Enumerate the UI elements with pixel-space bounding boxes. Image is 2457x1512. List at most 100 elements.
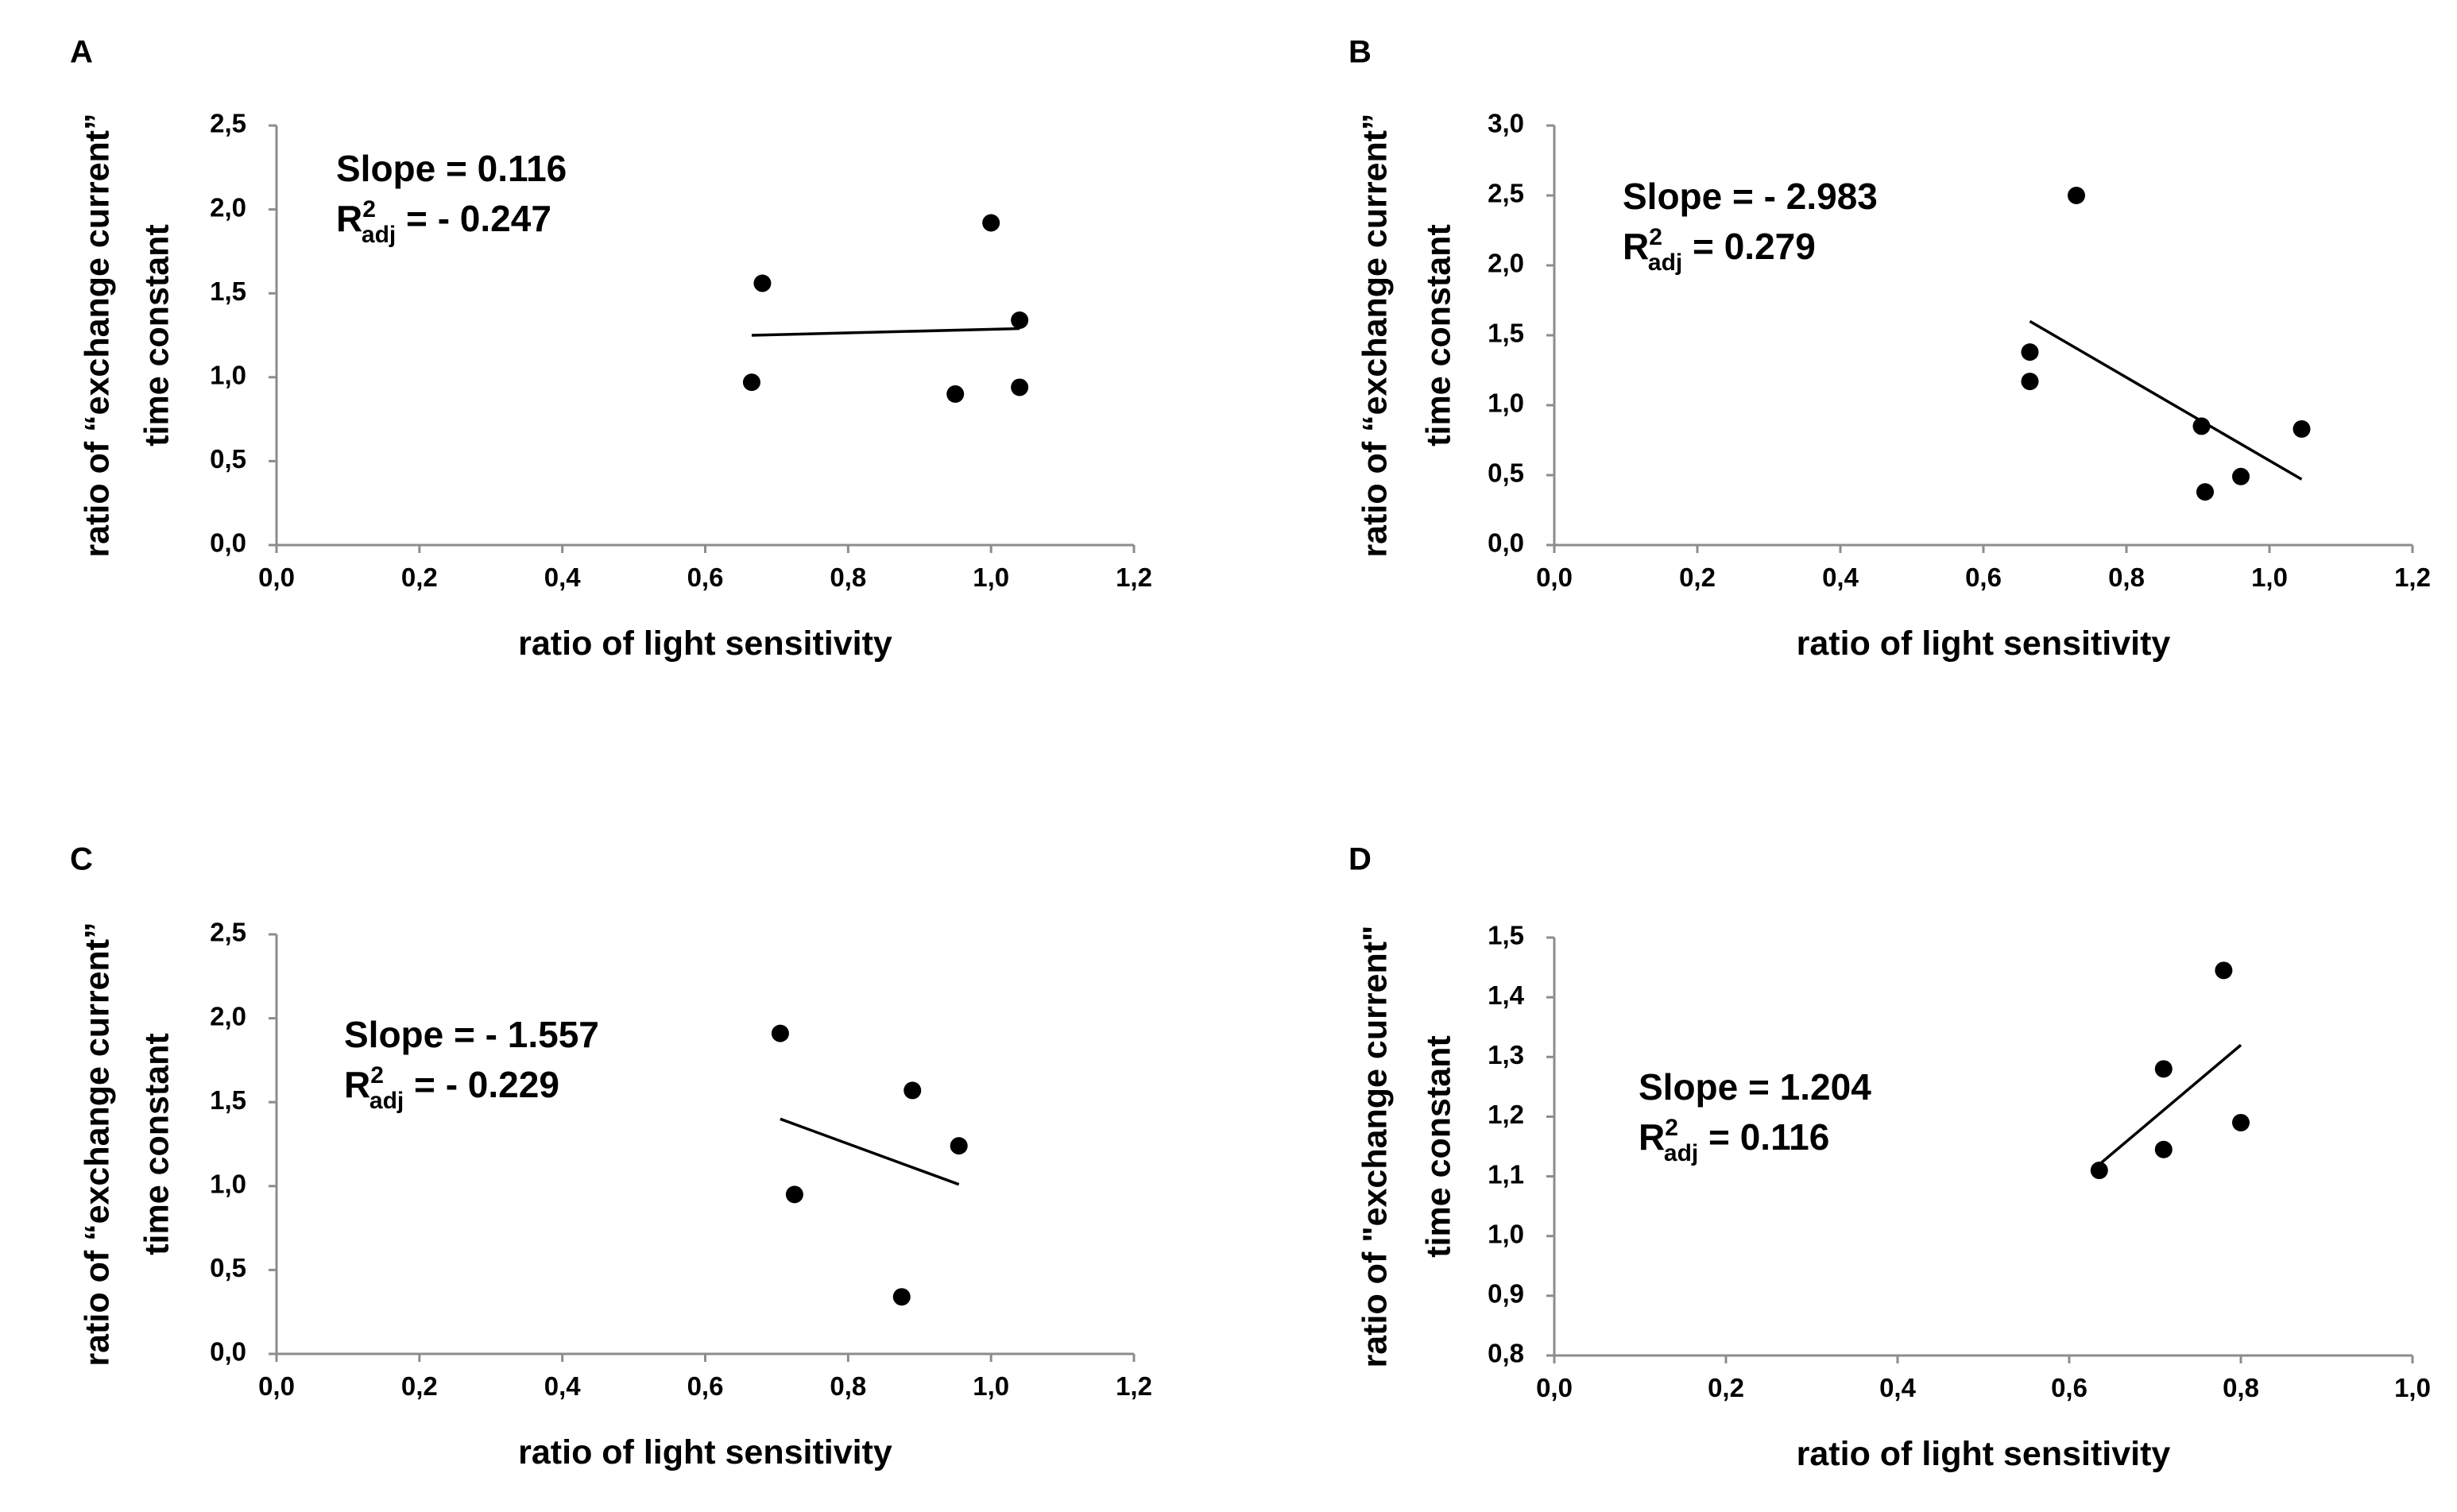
data-point bbox=[2021, 373, 2039, 391]
y-tick-label: 0,8 bbox=[1488, 1339, 1524, 1368]
r2-annotation: R2 adj = - 0.247 bbox=[336, 196, 551, 248]
x-tick-label: 0,8 bbox=[830, 1371, 866, 1401]
r2-value: = 0.116 bbox=[1698, 1116, 1829, 1158]
x-tick-label: 0,2 bbox=[1708, 1373, 1744, 1402]
x-tick-label: 0,0 bbox=[1536, 1373, 1573, 1402]
r2-subscript: adj bbox=[1664, 1140, 1698, 1166]
r2-main: R bbox=[1639, 1116, 1665, 1158]
trend-line bbox=[780, 1117, 960, 1186]
y-tick-label: 2,5 bbox=[210, 918, 246, 947]
x-tick-label: 0,8 bbox=[2108, 563, 2145, 592]
r2-subscript: adj bbox=[362, 222, 396, 248]
y-tick-label: 2,5 bbox=[210, 109, 246, 138]
data-point bbox=[2154, 1140, 2173, 1158]
r2-main: R bbox=[336, 198, 362, 239]
y-tick-label: 0,0 bbox=[210, 1337, 246, 1367]
x-tick-label: 0,4 bbox=[1822, 563, 1859, 592]
data-point bbox=[2090, 1162, 2108, 1180]
y-tick-label: 1,0 bbox=[1488, 389, 1524, 418]
panel-c: C 0,0 0,2 0,4 0,6 0,8 1,0 1,2 0,0 0,5 1,0 1,5 2,0 2,5… bbox=[70, 842, 1152, 1471]
r2-annotation: R2 adj = 0.279 bbox=[1623, 224, 1816, 276]
x-tick-label: 0,6 bbox=[687, 1371, 724, 1401]
y-tick-label: 1,5 bbox=[210, 1085, 246, 1115]
x-tick-label: 0,4 bbox=[1879, 1373, 1917, 1402]
x-tick-label: 1,2 bbox=[2394, 563, 2431, 592]
data-point bbox=[2232, 1113, 2250, 1131]
panel-label: A bbox=[70, 35, 93, 70]
x-tick-label: 0,6 bbox=[1965, 563, 2002, 592]
x-tick-label: 0,2 bbox=[401, 563, 438, 592]
r2-subscript: adj bbox=[370, 1088, 404, 1114]
r2-subscript: adj bbox=[1648, 249, 1682, 276]
r2-value: = - 0.247 bbox=[396, 198, 551, 239]
y-tick-label: 0,5 bbox=[210, 1253, 246, 1282]
trend-line bbox=[751, 327, 1020, 337]
y-axis-label: time constant bbox=[1419, 1035, 1457, 1258]
data-point bbox=[2068, 187, 2085, 204]
slope-annotation: Slope = - 2.983 bbox=[1623, 176, 1878, 217]
x-tick-label: 1,0 bbox=[2394, 1373, 2431, 1402]
data-point bbox=[1011, 378, 1029, 396]
r2-annotation: R2 adj = - 0.229 bbox=[344, 1062, 559, 1114]
data-point bbox=[771, 1024, 789, 1042]
r2-main: R bbox=[344, 1064, 370, 1105]
x-tick-label: 1,2 bbox=[1116, 1371, 1152, 1401]
data-point bbox=[2232, 467, 2250, 485]
panel-d: D 0,0 0,2 0,4 0,6 0,8 1,0 0,8 0,9 1,0 1,1 1,2 1,3 1,4… bbox=[1348, 842, 2431, 1473]
data-point bbox=[2021, 343, 2039, 362]
data-point bbox=[892, 1288, 911, 1306]
x-axis-label: ratio of light sensitivity bbox=[1797, 625, 2171, 663]
slope-annotation: Slope = 0.116 bbox=[336, 148, 567, 189]
r2-value: = - 0.229 bbox=[404, 1064, 559, 1105]
y-tick-label: 2,0 bbox=[210, 1001, 246, 1031]
y-tick-label: 1,4 bbox=[1488, 980, 1525, 1010]
data-point bbox=[1011, 311, 1029, 329]
y-tick-label: 0,0 bbox=[210, 528, 246, 558]
x-tick-label: 0,8 bbox=[2223, 1373, 2259, 1402]
data-point bbox=[2215, 961, 2233, 980]
x-tick-label: 0,6 bbox=[687, 563, 724, 592]
y-tick-label: 1,0 bbox=[210, 361, 246, 390]
r2-annotation: R2 adj = 0.116 bbox=[1639, 1115, 1829, 1166]
y-tick-label: 3,0 bbox=[1488, 109, 1524, 138]
y-tick-label: 1,0 bbox=[210, 1170, 246, 1199]
data-point bbox=[753, 274, 772, 292]
y-axis-label: ratio of “exchange current” bbox=[78, 113, 116, 557]
x-tick-label: 1,0 bbox=[973, 1371, 1009, 1401]
x-tick-label: 0,0 bbox=[1536, 563, 1573, 592]
y-axis-label: ratio of “exchange current” bbox=[1356, 113, 1394, 557]
y-tick-label: 2,5 bbox=[1488, 179, 1524, 208]
x-tick-label: 0,4 bbox=[544, 1371, 582, 1401]
x-tick-label: 0,8 bbox=[830, 563, 866, 592]
panel-label: B bbox=[1348, 35, 1372, 70]
x-axis-label: ratio of light sensitivity bbox=[518, 625, 892, 663]
y-tick-label: 1,5 bbox=[1488, 921, 1524, 950]
r2-superscript: 2 bbox=[362, 196, 376, 222]
y-tick-label: 2,0 bbox=[1488, 249, 1524, 278]
y-tick-label: 1,0 bbox=[1488, 1219, 1524, 1248]
y-axis-label: time constant bbox=[1419, 224, 1457, 447]
r2-value: = 0.279 bbox=[1682, 226, 1816, 267]
slope-annotation: Slope = 1.204 bbox=[1639, 1066, 1871, 1108]
r2-superscript: 2 bbox=[1649, 224, 1662, 250]
x-tick-label: 0,6 bbox=[2051, 1373, 2087, 1402]
panel-b: B 0,0 0,2 0,4 0,6 0,8 1,0 1,2 0,0 0,5 1,0 1,5 2,0 2,5… bbox=[1348, 35, 2431, 663]
data-point bbox=[903, 1081, 922, 1100]
x-tick-label: 0,4 bbox=[544, 563, 582, 592]
y-tick-label: 2,0 bbox=[210, 192, 246, 222]
x-axis-label: ratio of light sensitivity bbox=[518, 1433, 892, 1471]
data-point bbox=[982, 214, 1000, 232]
x-tick-label: 1,2 bbox=[1116, 563, 1152, 592]
r2-superscript: 2 bbox=[370, 1062, 384, 1089]
x-tick-label: 1,0 bbox=[973, 563, 1009, 592]
r2-superscript: 2 bbox=[1665, 1115, 1678, 1141]
data-point bbox=[946, 385, 965, 403]
data-point bbox=[2293, 420, 2311, 438]
trend-line bbox=[2029, 319, 2303, 481]
data-point bbox=[2192, 417, 2211, 435]
x-tick-label: 0,0 bbox=[258, 563, 295, 592]
trend-line bbox=[2098, 1043, 2242, 1166]
y-axis-label: ratio of "exchange current" bbox=[1356, 926, 1394, 1368]
x-tick-label: 0,2 bbox=[1679, 563, 1716, 592]
data-point bbox=[785, 1185, 803, 1204]
